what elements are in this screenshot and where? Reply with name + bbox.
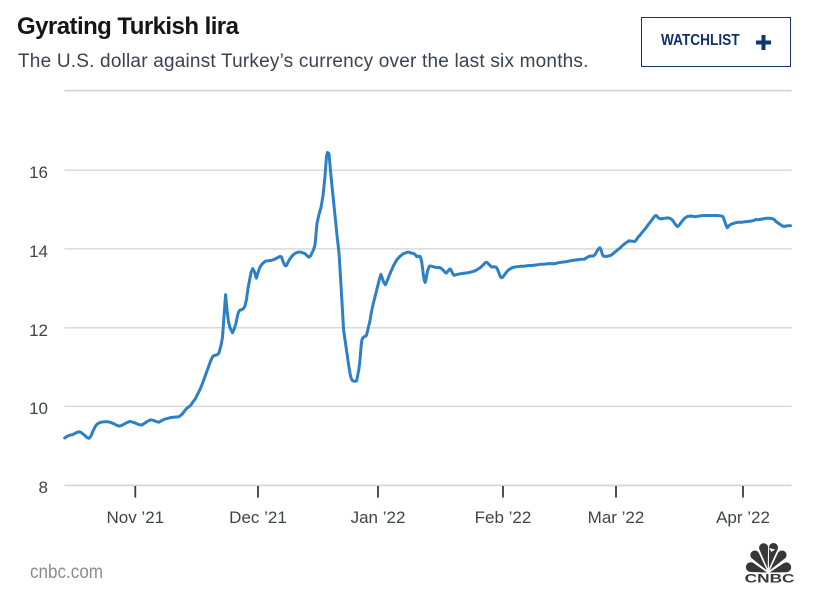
svg-text:CNBC: CNBC (745, 571, 795, 585)
